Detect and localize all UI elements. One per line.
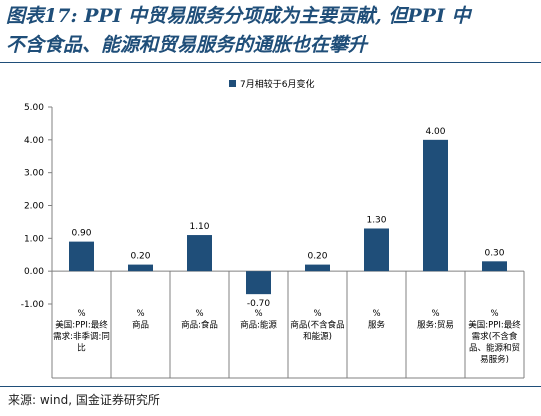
- legend-swatch: [229, 80, 236, 87]
- legend-label: 7月相较于6月变化: [240, 78, 314, 90]
- bar: [364, 228, 389, 272]
- category-label: 易服务): [480, 354, 509, 365]
- bar: [246, 271, 271, 295]
- data-label: 0.90: [71, 229, 91, 239]
- bar: [187, 235, 212, 272]
- category-label: 需求(不含食: [472, 331, 518, 342]
- category-label: %: [313, 309, 321, 319]
- category-label: %: [254, 309, 262, 319]
- category-label: %: [490, 309, 498, 319]
- bar: [482, 261, 507, 272]
- bar: [305, 264, 330, 272]
- category-label: 美国:PPI:最终: [55, 320, 108, 331]
- y-tick-label: 1.00: [24, 234, 44, 244]
- category-label: 商品: [132, 320, 149, 331]
- source-note: 来源: wind, 国金证券研究所: [8, 393, 160, 407]
- y-tick-label: 5.00: [24, 103, 44, 113]
- y-tick-label: 0.00: [24, 267, 44, 277]
- category-label: 和能源): [303, 331, 332, 342]
- category-label: %: [195, 309, 203, 319]
- bar: [128, 264, 153, 272]
- y-tick-label: 2.00: [24, 202, 44, 212]
- data-label: 0.20: [307, 252, 327, 262]
- data-label: 1.30: [366, 215, 386, 225]
- chart-title-line-1: 图表17: PPI 中贸易服务分项成为主要贡献, 但PPI 中: [6, 5, 471, 27]
- category-label: 服务: [368, 320, 386, 331]
- category-label: %: [431, 309, 439, 319]
- chart-title: 图表17: PPI 中贸易服务分项成为主要贡献, 但PPI 中 不含食品、能源和…: [6, 2, 536, 60]
- title-divider: [0, 62, 541, 63]
- category-label: 商品:能源: [240, 320, 277, 331]
- bar: [69, 241, 94, 272]
- category-label: 商品:食品: [181, 320, 218, 331]
- y-tick-label: -1.00: [21, 300, 45, 310]
- category-label: %: [372, 309, 380, 319]
- bar: [423, 139, 448, 272]
- category-label: 需求:非季调:同: [53, 331, 110, 342]
- category-label: 商品(不含食品: [290, 320, 344, 331]
- data-label: 1.10: [189, 222, 209, 232]
- category-label: %: [77, 309, 85, 319]
- y-tick-label: 3.00: [24, 169, 44, 179]
- y-tick-label: 4.00: [24, 136, 44, 146]
- chart-title-line-2: 不含食品、能源和贸易服务的通胀也在攀升: [6, 34, 368, 56]
- data-label: -0.70: [247, 299, 271, 309]
- data-label: 4.00: [425, 127, 445, 137]
- category-label: %: [136, 309, 144, 319]
- category-label: 美国:PPI:最终: [468, 320, 521, 331]
- category-label: 比: [77, 343, 86, 354]
- source-divider: [0, 386, 541, 387]
- category-label: 品、能源和贸: [469, 343, 520, 354]
- data-label: 0.20: [130, 252, 150, 262]
- category-label: 服务:贸易: [417, 320, 454, 331]
- data-label: 0.30: [484, 248, 504, 258]
